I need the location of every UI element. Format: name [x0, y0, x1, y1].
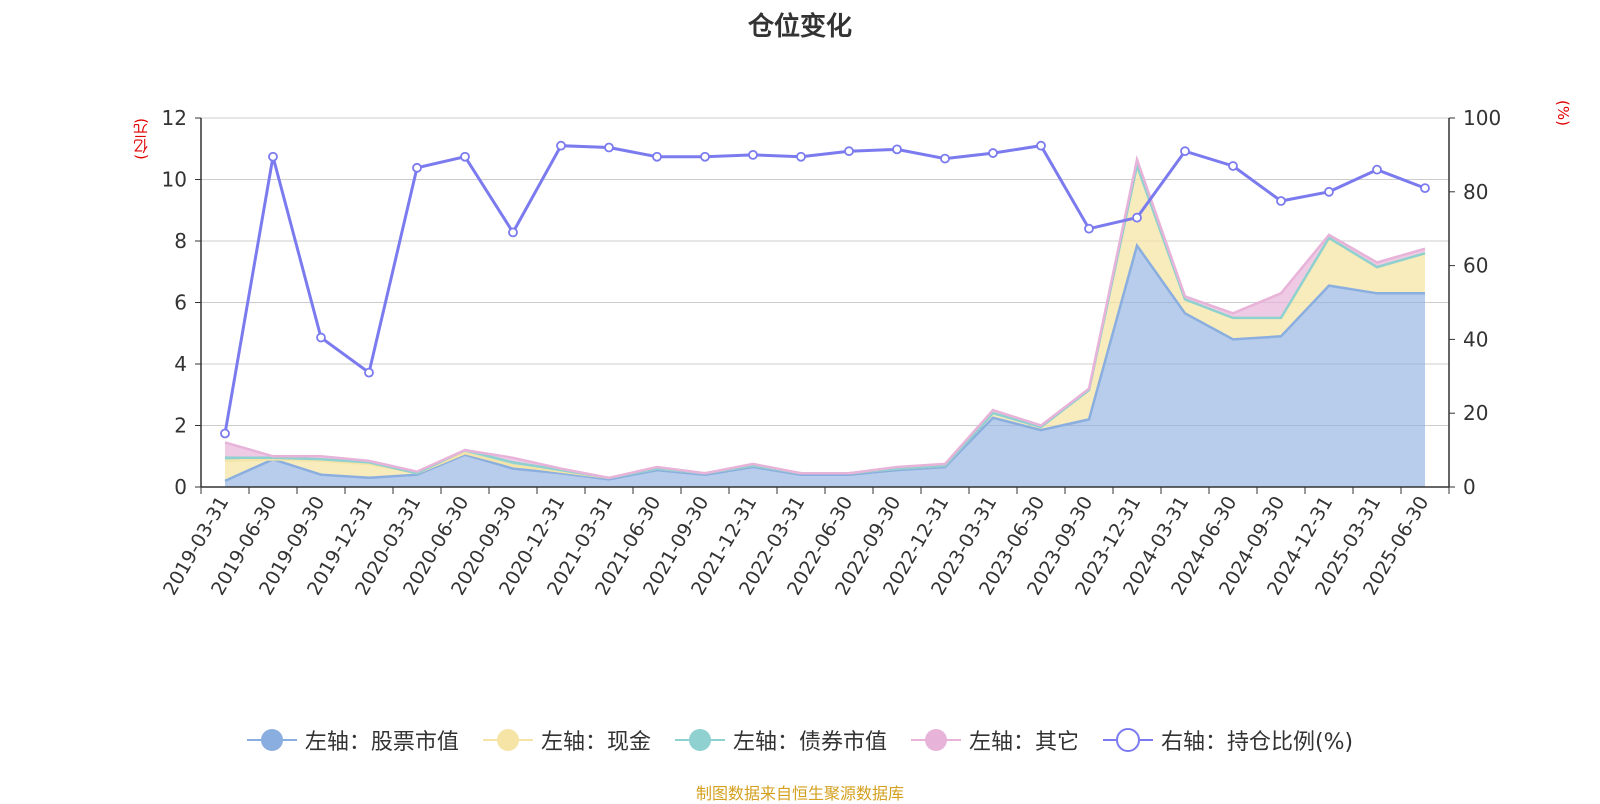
ratio-line — [223, 144, 1426, 434]
left-axis-tick-label: 2 — [174, 414, 187, 438]
ratio-point — [844, 146, 854, 157]
legend-item-stock[interactable]: 左轴：股票市值 — [246, 724, 459, 756]
right-axis-tick-label: 40 — [1463, 327, 1488, 351]
legend-swatch-stock — [246, 729, 297, 751]
ratio-point — [892, 144, 902, 155]
ratio-point — [988, 148, 998, 158]
legend-label-stock: 左轴：股票市值 — [304, 730, 459, 755]
ratio-point — [1228, 161, 1238, 171]
legend-label-other: 左轴：其它 — [968, 730, 1079, 755]
legend-swatch-bond — [674, 729, 725, 751]
ratio-point — [268, 151, 278, 162]
ratio-point — [1084, 223, 1094, 234]
ratio-point — [1036, 140, 1046, 151]
left-axis-tick-label: 10 — [162, 168, 187, 192]
left-axis-tick-label: 8 — [174, 229, 187, 253]
legend-label-bond: 左轴：债券市值 — [732, 730, 887, 755]
left-axis-tick-label: 12 — [162, 106, 187, 130]
right-axis-tick-label: 20 — [1463, 401, 1488, 425]
ratio-point — [748, 149, 758, 160]
ratio-point — [556, 140, 566, 151]
ratio-point — [508, 227, 518, 238]
left-axis-tick-label: 4 — [174, 352, 187, 376]
right-axis-tick-label: 0 — [1463, 475, 1476, 499]
ratio-point — [460, 151, 470, 162]
area-stock — [225, 245, 1425, 487]
data-source-note: 制图数据来自恒生聚源数据库 — [695, 784, 904, 803]
legend-item-bond[interactable]: 左轴：债券市值 — [674, 724, 887, 756]
legend-swatch-cash — [482, 729, 533, 751]
right-axis-tick-label: 100 — [1463, 106, 1501, 130]
right-axis-tick-label: 80 — [1463, 180, 1488, 204]
chart-title: 仓位变化 — [747, 12, 852, 42]
area-other-line — [224, 154, 1426, 480]
ratio-point — [364, 367, 374, 378]
ratio-point — [940, 153, 950, 164]
ratio-point — [1180, 146, 1190, 157]
ratio-point — [604, 142, 614, 153]
legend-label-ratio: 右轴：持仓比例(%) — [1160, 730, 1354, 755]
area-cash — [225, 165, 1425, 481]
legend-swatch-ratio — [1102, 728, 1153, 752]
legend-item-ratio[interactable]: 右轴：持仓比例(%) — [1102, 724, 1354, 756]
ratio-point — [700, 151, 710, 162]
ratio-point — [316, 332, 326, 343]
ratio-point — [796, 151, 806, 162]
ratio-point — [220, 428, 230, 439]
ratio-point — [1276, 196, 1286, 206]
left-axis-tick-label: 6 — [174, 291, 187, 315]
area-stock-line — [224, 242, 1425, 483]
left-axis-tick-label: 0 — [174, 475, 187, 499]
ratio-point — [1132, 212, 1142, 223]
ratio-point — [412, 162, 422, 173]
right-axis-unit: (%) — [1554, 100, 1572, 126]
legend-label-cash: 左轴：现金 — [540, 730, 651, 755]
legend-item-cash[interactable]: 左轴：现金 — [482, 724, 651, 756]
ratio-point — [1372, 164, 1382, 175]
legend: 左轴：股票市值 左轴：现金 左轴：债券市值 左轴：其它 右轴：持仓比例(%) — [0, 724, 1600, 756]
ratio-point — [1420, 183, 1430, 194]
ratio-point — [1324, 186, 1334, 197]
legend-item-other[interactable]: 左轴：其它 — [910, 724, 1079, 756]
ratio-point — [652, 151, 662, 162]
right-axis-tick-label: 60 — [1463, 254, 1488, 278]
legend-swatch-other — [910, 729, 961, 751]
